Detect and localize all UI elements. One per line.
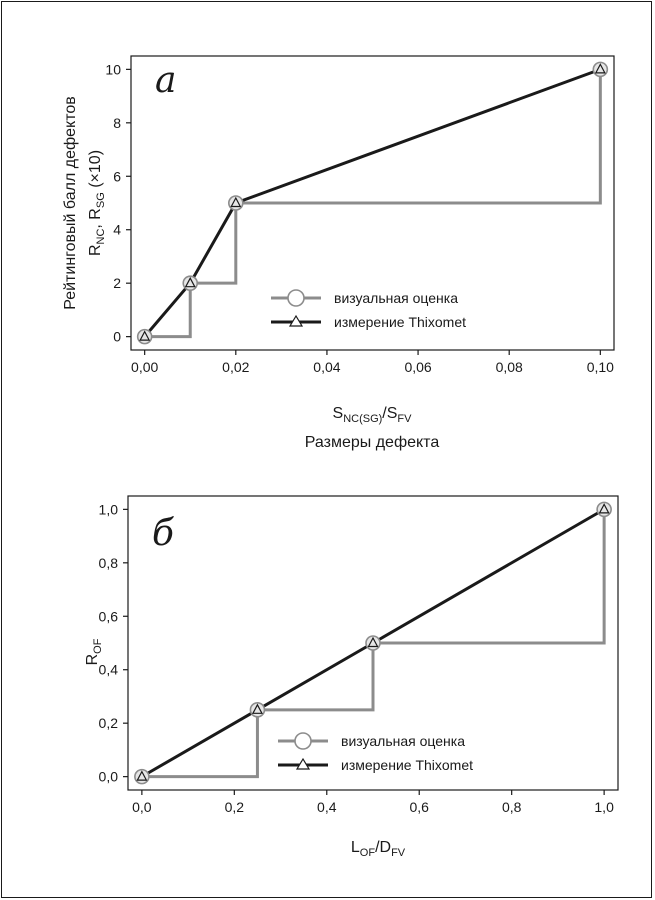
y-tick-label: 10 <box>105 61 121 77</box>
chart-b-xlabel: LOF/DFV <box>351 839 406 859</box>
legend-thixomet-label: измерение Thixomet <box>334 314 466 330</box>
legend: визуальная оценка измерение Thixomet <box>271 289 466 330</box>
y-tick-label: 0 <box>113 329 121 345</box>
chart-a-xlabel-line1: SNC(SG)/SFV <box>333 405 413 425</box>
y-tick-label: 0,0 <box>99 769 119 785</box>
marker-triangle-thixomet <box>184 276 196 288</box>
x-tick-label: 0,00 <box>131 359 158 375</box>
y-tick-label: 0,4 <box>99 662 119 678</box>
series-visual-step-line <box>144 69 602 339</box>
panel-label-a: а <box>155 60 176 101</box>
series-visual-step-line <box>141 509 606 779</box>
chart-a: а Рейтинговый балл дефектов RNC, RSG (×1… <box>62 60 439 451</box>
legend-visual-marker <box>294 732 312 750</box>
series-thixomet-line <box>141 508 605 778</box>
y-tick-label: 6 <box>113 168 121 184</box>
marker-triangle-thixomet <box>598 503 610 514</box>
chart-b-plot: 0,0 0,2 0,4 0,6 0,8 1,0 0,0 0,2 0,4 0,6 0,8 1,0 визу… <box>99 495 619 815</box>
chart-a-ylabel-line1: Рейтинговый балл дефектов <box>62 96 79 310</box>
x-tick-label: 0,10 <box>587 359 614 375</box>
x-tick-label: 0,2 <box>225 799 245 815</box>
marker-triangle-thixomet <box>251 703 263 714</box>
panel-label-b: б <box>152 513 175 554</box>
y-tick-label: 4 <box>113 222 121 238</box>
x-tick-label: 0,04 <box>313 359 340 375</box>
legend-thixomet-label: измерение Thixomet <box>341 757 473 773</box>
x-tick-label: 1,0 <box>594 799 614 815</box>
y-tick-label: 8 <box>113 115 121 131</box>
x-tick-label: 0,8 <box>502 799 522 815</box>
x-tick-label: 0,4 <box>317 799 337 815</box>
legend-visual-label: визуальная оценка <box>334 290 458 306</box>
x-tick-label: 0,06 <box>404 359 431 375</box>
chart-a-ylabel-line2: RNC, RSG (×10) <box>87 150 107 256</box>
chart-b: б ROF LOF/DFV <box>84 513 406 859</box>
x-tick-label: 0,08 <box>496 359 523 375</box>
x-tick-label: 0,0 <box>132 799 152 815</box>
y-tick-label: 0,8 <box>99 555 119 571</box>
y-tick-label: 0,6 <box>99 608 119 624</box>
chart-a-plot: 0,00 0,02 0,04 0,06 0,08 0,10 0 2 4 6 8 10 визуальна… <box>105 55 615 375</box>
plot-area-frame <box>130 55 615 351</box>
marker-triangle-thixomet <box>230 196 242 208</box>
y-tick-label: 2 <box>113 275 121 291</box>
legend-visual-label: визуальная оценка <box>341 733 465 749</box>
plot-area-frame <box>127 495 619 791</box>
legend-thixomet-marker <box>295 757 311 770</box>
series-thixomet-line <box>143 67 601 338</box>
legend-thixomet-marker <box>288 314 304 327</box>
marker-triangle-thixomet <box>594 63 606 74</box>
legend: визуальная оценка измерение Thixomet <box>278 732 473 773</box>
legend-visual-marker <box>287 289 305 307</box>
marker-triangle-thixomet <box>367 636 379 648</box>
y-tick-label: 0,2 <box>99 715 119 731</box>
x-tick-label: 0,6 <box>409 799 429 815</box>
x-tick-label: 0,02 <box>222 359 249 375</box>
y-tick-label: 1,0 <box>99 501 119 517</box>
marker-triangle-thixomet <box>136 770 148 781</box>
chart-a-xlabel-line2: Размеры дефекта <box>305 434 440 451</box>
marker-triangle-thixomet <box>139 330 151 341</box>
chart-b-ylabel: ROF <box>84 638 104 665</box>
